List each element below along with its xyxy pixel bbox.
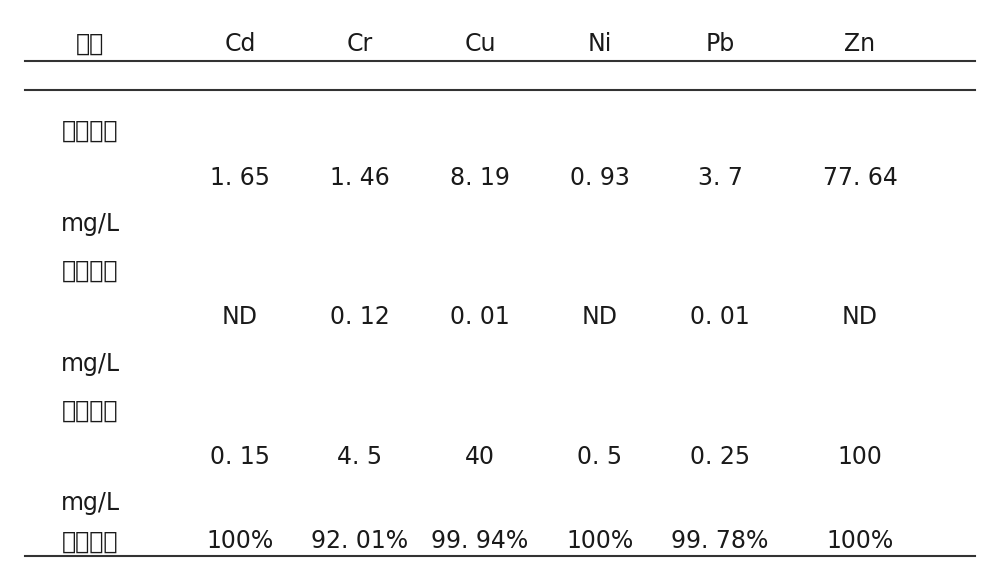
Text: ND: ND <box>842 305 878 329</box>
Text: mg/L: mg/L <box>60 491 120 516</box>
Text: 0. 01: 0. 01 <box>450 305 510 329</box>
Text: Cu: Cu <box>464 31 496 56</box>
Text: Zn: Zn <box>844 31 876 56</box>
Text: 3. 7: 3. 7 <box>698 165 742 190</box>
Text: 100%: 100% <box>206 529 274 553</box>
Text: 固化效率: 固化效率 <box>62 529 118 553</box>
Text: 99. 94%: 99. 94% <box>431 529 529 553</box>
Text: 99. 78%: 99. 78% <box>671 529 769 553</box>
Text: 0. 01: 0. 01 <box>690 305 750 329</box>
Text: 40: 40 <box>465 445 495 469</box>
Text: 92. 01%: 92. 01% <box>311 529 409 553</box>
Text: 1. 65: 1. 65 <box>210 165 270 190</box>
Text: 77. 64: 77. 64 <box>823 165 897 190</box>
Text: 0. 93: 0. 93 <box>570 165 630 190</box>
Text: 原始浓度: 原始浓度 <box>62 119 118 143</box>
Text: ND: ND <box>222 305 258 329</box>
Text: Cd: Cd <box>224 31 256 56</box>
Text: 0. 25: 0. 25 <box>690 445 750 469</box>
Text: 浸出浓度: 浸出浓度 <box>62 258 118 283</box>
Text: 0. 12: 0. 12 <box>330 305 390 329</box>
Text: ND: ND <box>582 305 618 329</box>
Text: 100%: 100% <box>566 529 634 553</box>
Text: 0. 15: 0. 15 <box>210 445 270 469</box>
Text: 100%: 100% <box>826 529 894 553</box>
Text: 1. 46: 1. 46 <box>330 165 390 190</box>
Text: 0. 5: 0. 5 <box>577 445 623 469</box>
Text: 100: 100 <box>838 445 882 469</box>
Text: mg/L: mg/L <box>60 212 120 236</box>
Text: mg/L: mg/L <box>60 352 120 376</box>
Text: Ni: Ni <box>588 31 612 56</box>
Text: Cr: Cr <box>347 31 373 56</box>
Text: Pb: Pb <box>705 31 735 56</box>
Text: 4. 5: 4. 5 <box>337 445 383 469</box>
Text: 填埋限値: 填埋限値 <box>62 398 118 423</box>
Text: 元素: 元素 <box>76 31 104 56</box>
Text: 8. 19: 8. 19 <box>450 165 510 190</box>
